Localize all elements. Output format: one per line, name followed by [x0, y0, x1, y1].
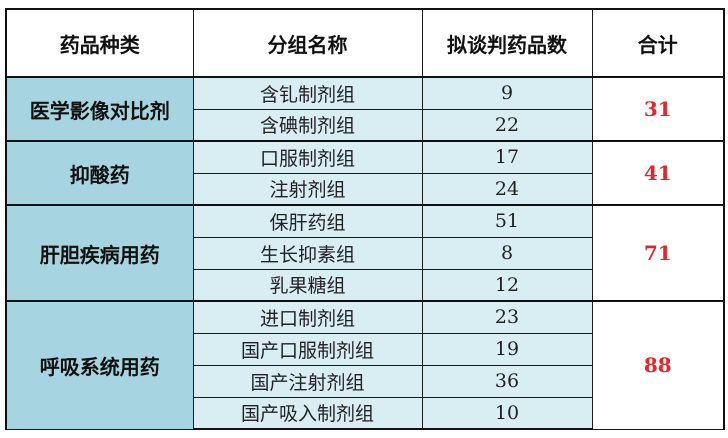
group-name-cell: 生长抑素组	[192, 236, 423, 270]
count-cell: 22	[421, 108, 593, 142]
group-name-cell: 含碘制剂组	[192, 108, 423, 142]
total-cell: 88	[591, 300, 725, 430]
count-cell: 24	[421, 172, 593, 206]
count-cell: 36	[421, 364, 593, 398]
table-row: 国产注射剂组 36	[6, 364, 724, 398]
table-row: 医学影像对比剂 含钆制剂组 9 31	[5, 76, 725, 142]
header-drug-category: 药品种类	[5, 8, 194, 78]
category-cell: 医学影像对比剂	[5, 76, 194, 142]
count-cell: 10	[421, 396, 593, 430]
group-name-cell: 国产吸入制剂组	[192, 396, 423, 430]
group-name-cell: 乳果糖组	[192, 268, 423, 302]
group-name-cell: 注射剂组	[192, 172, 423, 206]
total-cell: 71	[591, 204, 725, 302]
header-row: 药品种类 分组名称 拟谈判药品数 合计	[5, 8, 725, 78]
count-cell: 19	[421, 332, 593, 366]
category-cell: 呼吸系统用药	[5, 300, 194, 430]
drug-negotiation-table: 药品种类 分组名称 拟谈判药品数 合计 医学影像对比剂 含钆制剂组 9 31 含…	[5, 8, 725, 430]
table-row: 国产口服制剂组 19	[6, 332, 724, 366]
table-row: 含碘制剂组 22	[6, 108, 724, 142]
table-row: 肝胆疾病用药 保肝药组 51 71	[5, 204, 725, 302]
count-cell: 23	[421, 300, 593, 334]
count-cell: 9	[421, 76, 593, 110]
total-cell: 31	[591, 76, 725, 142]
count-cell: 17	[421, 140, 593, 174]
table-row: 抑酸药 口服制剂组 17 41	[5, 140, 725, 206]
count-cell: 8	[421, 236, 593, 270]
header-total: 合计	[591, 8, 725, 78]
category-cell: 肝胆疾病用药	[5, 204, 194, 302]
count-cell: 12	[421, 268, 593, 302]
count-cell: 51	[421, 204, 593, 238]
table-row: 乳果糖组 12	[6, 268, 724, 302]
group-name-cell: 保肝药组	[192, 204, 423, 238]
header-drug-count: 拟谈判药品数	[421, 8, 593, 78]
category-cell: 抑酸药	[5, 140, 194, 206]
group-name-cell: 含钆制剂组	[192, 76, 423, 110]
table-row: 呼吸系统用药 进口制剂组 23 88	[5, 300, 725, 430]
total-cell: 41	[591, 140, 725, 206]
table-row: 生长抑素组 8	[6, 236, 724, 270]
header-group-name: 分组名称	[192, 8, 423, 78]
group-name-cell: 口服制剂组	[192, 140, 423, 174]
group-name-cell: 国产口服制剂组	[192, 332, 423, 366]
group-name-cell: 国产注射剂组	[192, 364, 423, 398]
table-row: 国产吸入制剂组 10	[6, 396, 724, 430]
group-name-cell: 进口制剂组	[192, 300, 423, 334]
